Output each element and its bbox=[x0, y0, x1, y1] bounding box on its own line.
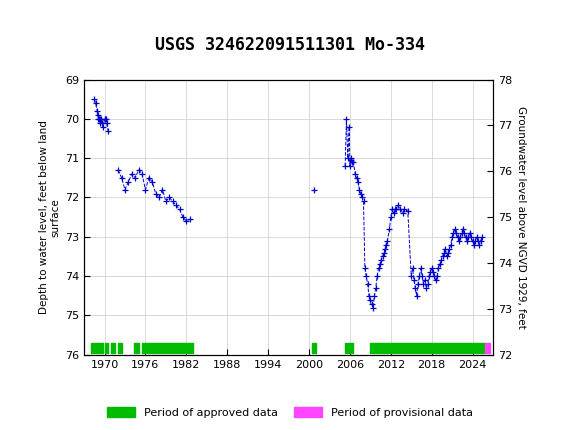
Legend: Period of approved data, Period of provisional data: Period of approved data, Period of provi… bbox=[103, 403, 477, 422]
Text: USGS 324622091511301 Mo-334: USGS 324622091511301 Mo-334 bbox=[155, 36, 425, 54]
Y-axis label: Groundwater level above NGVD 1929, feet: Groundwater level above NGVD 1929, feet bbox=[516, 106, 526, 329]
Y-axis label: Depth to water level, feet below land
surface: Depth to water level, feet below land su… bbox=[39, 120, 61, 314]
Text: ⨀ USGS: ⨀ USGS bbox=[10, 12, 78, 26]
